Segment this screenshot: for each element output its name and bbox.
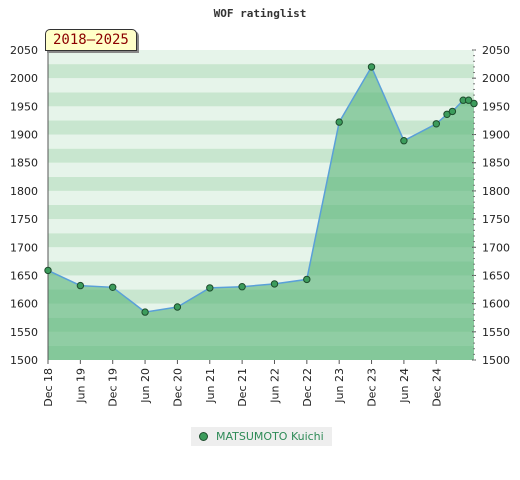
y-tick-label-left: 1700 [10, 241, 38, 254]
x-tick-label: Dec 24 [430, 368, 443, 407]
data-point-marker[interactable] [44, 266, 52, 275]
y-tick-label-right: 1600 [482, 298, 510, 311]
x-tick-label: Dec 20 [171, 368, 184, 407]
y-tick-label-left: 1550 [10, 326, 38, 339]
data-point-marker[interactable] [470, 99, 478, 108]
data-point-marker[interactable] [238, 283, 246, 291]
y-tick-label-right: 1950 [482, 100, 510, 113]
y-tick-label-right: 1750 [482, 213, 510, 226]
y-tick-label-right: 1850 [482, 157, 510, 170]
x-tick-label: Jun 24 [398, 368, 411, 404]
x-tick-label: Jun 23 [333, 368, 346, 404]
background-band [48, 120, 474, 135]
x-tick-label: Dec 23 [366, 368, 379, 407]
period-badge: 2018–2025 [45, 29, 137, 51]
y-axis-right-ticks: 1500 1550 1600 1650 1700 1750 1800 1850 1900 1950… [472, 44, 510, 367]
data-markers [44, 63, 478, 316]
data-point-marker[interactable] [109, 283, 117, 291]
data-point-marker[interactable] [448, 107, 457, 116]
legend-series-label: MATSUMOTO Kuichi [216, 430, 324, 443]
y-tick-label-right: 1900 [482, 129, 510, 142]
data-point-marker[interactable] [206, 284, 214, 292]
x-tick-label: Jun 19 [74, 368, 87, 404]
rating-area-fill [48, 66, 474, 361]
period-badge-label: 2018–2025 [53, 32, 129, 48]
x-tick-label: Dec 21 [236, 368, 249, 407]
data-point-marker[interactable] [367, 63, 376, 71]
x-tick-label: Dec 18 [42, 368, 55, 407]
y-tick-label-left: 1850 [10, 157, 38, 170]
y-tick-label-right: 1550 [482, 326, 510, 339]
data-point-marker[interactable] [432, 120, 440, 128]
y-tick-label-left: 1750 [10, 213, 38, 226]
data-point-marker[interactable] [400, 137, 408, 145]
x-tick-label: Jun 21 [204, 368, 217, 404]
y-tick-label-right: 2000 [482, 72, 510, 85]
x-tick-label: Jun 22 [268, 368, 281, 404]
data-point-marker[interactable] [76, 281, 85, 290]
y-axis-left-ticks: 1500 1550 1600 1650 1700 1750 1800 1850 1900 1950… [10, 44, 38, 367]
legend-marker-icon [199, 432, 208, 441]
background-band [48, 64, 474, 79]
data-point-marker[interactable] [173, 303, 182, 311]
y-tick-label-left: 1650 [10, 269, 38, 282]
y-tick-label-right: 1650 [482, 269, 510, 282]
y-tick-label-left: 2000 [10, 72, 38, 85]
y-tick-label-left: 1950 [10, 100, 38, 113]
background-band [48, 92, 474, 107]
data-point-marker[interactable] [270, 280, 279, 288]
y-tick-label-right: 1500 [482, 354, 510, 367]
background-band [48, 78, 474, 93]
x-tick-label: Dec 19 [107, 368, 120, 407]
y-tick-label-left: 2050 [10, 44, 38, 57]
chart-title: WOF ratinglist [214, 7, 307, 20]
data-point-marker[interactable] [141, 308, 149, 316]
data-point-marker[interactable] [303, 275, 311, 284]
legend[interactable]: MATSUMOTO Kuichi [191, 427, 332, 446]
background-band [48, 106, 474, 121]
y-tick-label-left: 1800 [10, 185, 38, 198]
y-tick-label-left: 1500 [10, 354, 38, 367]
background-band [48, 50, 474, 65]
data-point-marker[interactable] [464, 96, 473, 104]
y-tick-label-right: 1800 [482, 185, 510, 198]
y-tick-label-right: 2050 [482, 44, 510, 57]
x-tick-label: Jun 20 [139, 368, 152, 404]
data-point-marker[interactable] [335, 118, 343, 126]
y-tick-label-left: 1900 [10, 129, 38, 142]
x-tick-label: Dec 22 [301, 368, 314, 407]
y-tick-label-right: 1700 [482, 241, 510, 254]
x-axis-ticks: Dec 18 Jun 19 Dec 19 Jun 20 Dec 20 Jun 21 Dec … [42, 360, 443, 407]
y-tick-label-left: 1600 [10, 298, 38, 311]
